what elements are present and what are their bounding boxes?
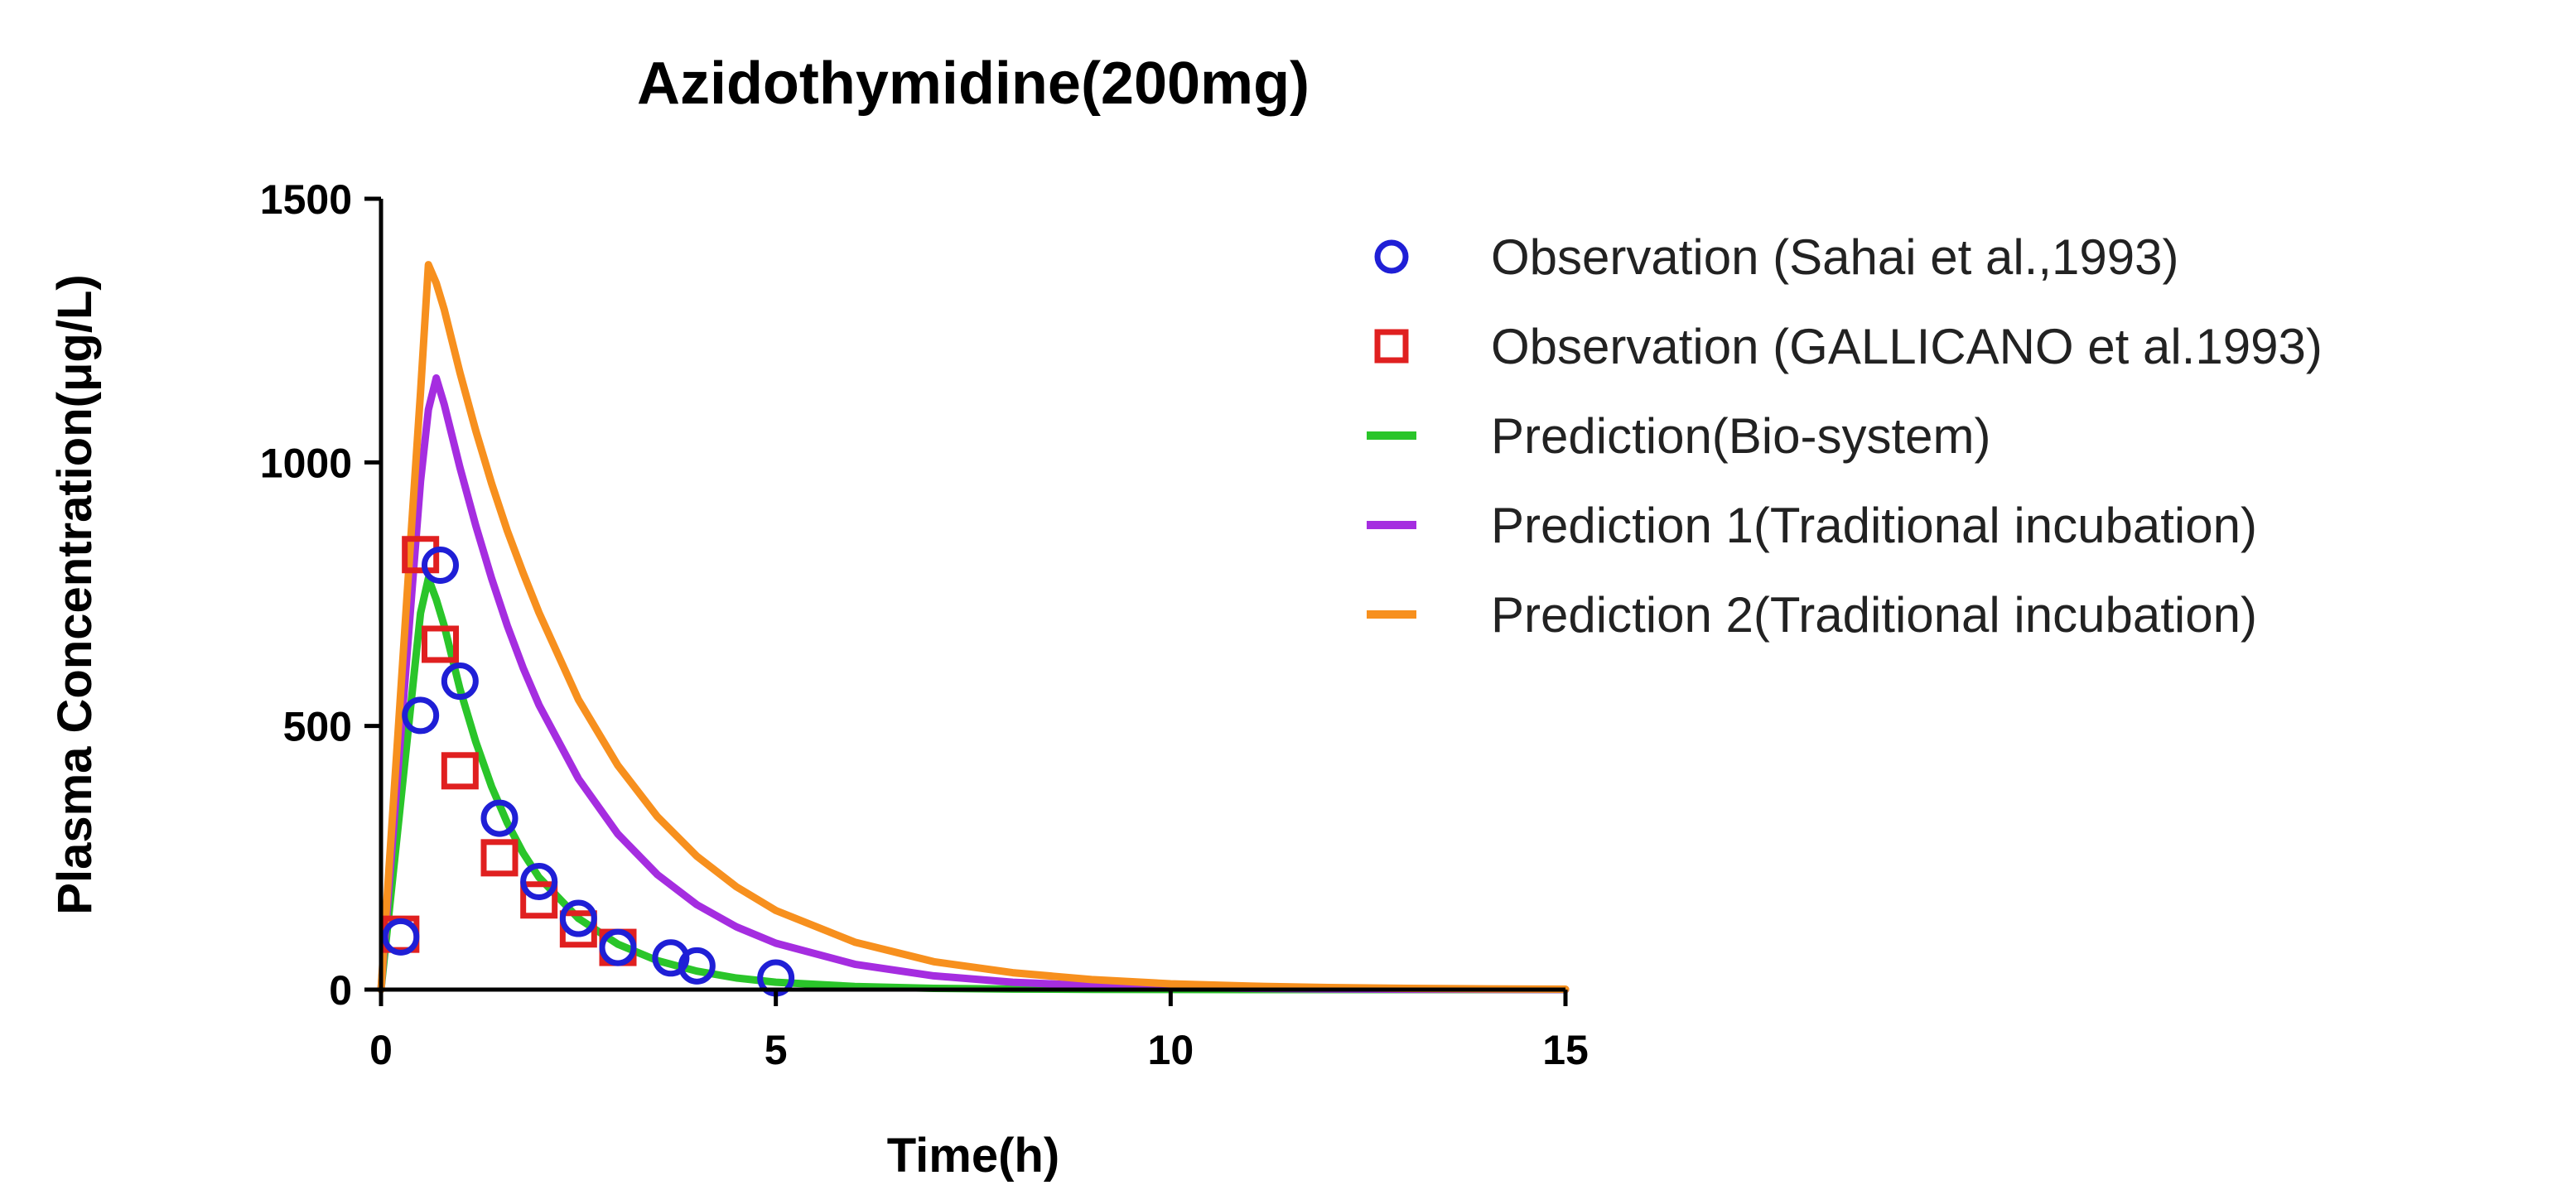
y-tick-label: 500 bbox=[283, 704, 352, 750]
data-point-circle bbox=[599, 928, 637, 966]
data-point-circle bbox=[480, 799, 519, 837]
legend-marker-square bbox=[1374, 329, 1409, 364]
data-point-circle bbox=[678, 947, 716, 985]
data-point-square bbox=[422, 625, 459, 663]
x-tick-label: 10 bbox=[1148, 1027, 1194, 1073]
chart-title: Azidothymidine(200mg) bbox=[637, 51, 1310, 117]
legend-label: Prediction(Bio-system) bbox=[1491, 408, 1991, 464]
series-line bbox=[377, 261, 1570, 994]
series-line bbox=[377, 574, 1570, 994]
legend-label: Prediction 1(Traditional incubation) bbox=[1491, 498, 2257, 553]
data-point-circle bbox=[520, 862, 558, 900]
data-point-circle bbox=[559, 899, 597, 937]
data-point-circle bbox=[382, 918, 420, 956]
data-point-circle bbox=[441, 662, 479, 701]
y-tick-label: 1500 bbox=[260, 176, 352, 223]
data-point-square bbox=[520, 881, 558, 919]
legend: Observation (Sahai et al.,1993) Observati… bbox=[1367, 229, 2323, 643]
data-point-square bbox=[402, 536, 440, 574]
y-tick-label: 0 bbox=[329, 967, 352, 1014]
x-tick-label: 5 bbox=[765, 1027, 788, 1073]
legend-marker-circle bbox=[1374, 239, 1409, 274]
legend-label: Observation (GALLICANO et al.1993) bbox=[1491, 319, 2323, 374]
x-tick-label: 0 bbox=[369, 1027, 393, 1073]
data-point-square bbox=[441, 752, 479, 790]
legend-label: Prediction 2(Traditional incubation) bbox=[1491, 587, 2257, 643]
observation-markers bbox=[382, 536, 795, 997]
x-axis-label: Time(h) bbox=[887, 1129, 1059, 1183]
data-point-circle bbox=[422, 546, 459, 584]
ticks: 0 5 10 15 0 500 1000 1500 bbox=[260, 176, 1589, 1073]
axes bbox=[379, 199, 1565, 992]
series-line bbox=[377, 374, 1570, 994]
y-tick-label: 1000 bbox=[260, 440, 352, 486]
legend-label: Observation (Sahai et al.,1993) bbox=[1491, 229, 2178, 285]
prediction-lines bbox=[377, 261, 1570, 994]
data-point-square bbox=[559, 910, 597, 948]
x-tick-label: 15 bbox=[1542, 1027, 1589, 1073]
data-point-square bbox=[480, 839, 519, 877]
y-axis-label: Plasma Concentration(μg/L) bbox=[48, 274, 102, 914]
data-point-circle bbox=[402, 696, 440, 735]
